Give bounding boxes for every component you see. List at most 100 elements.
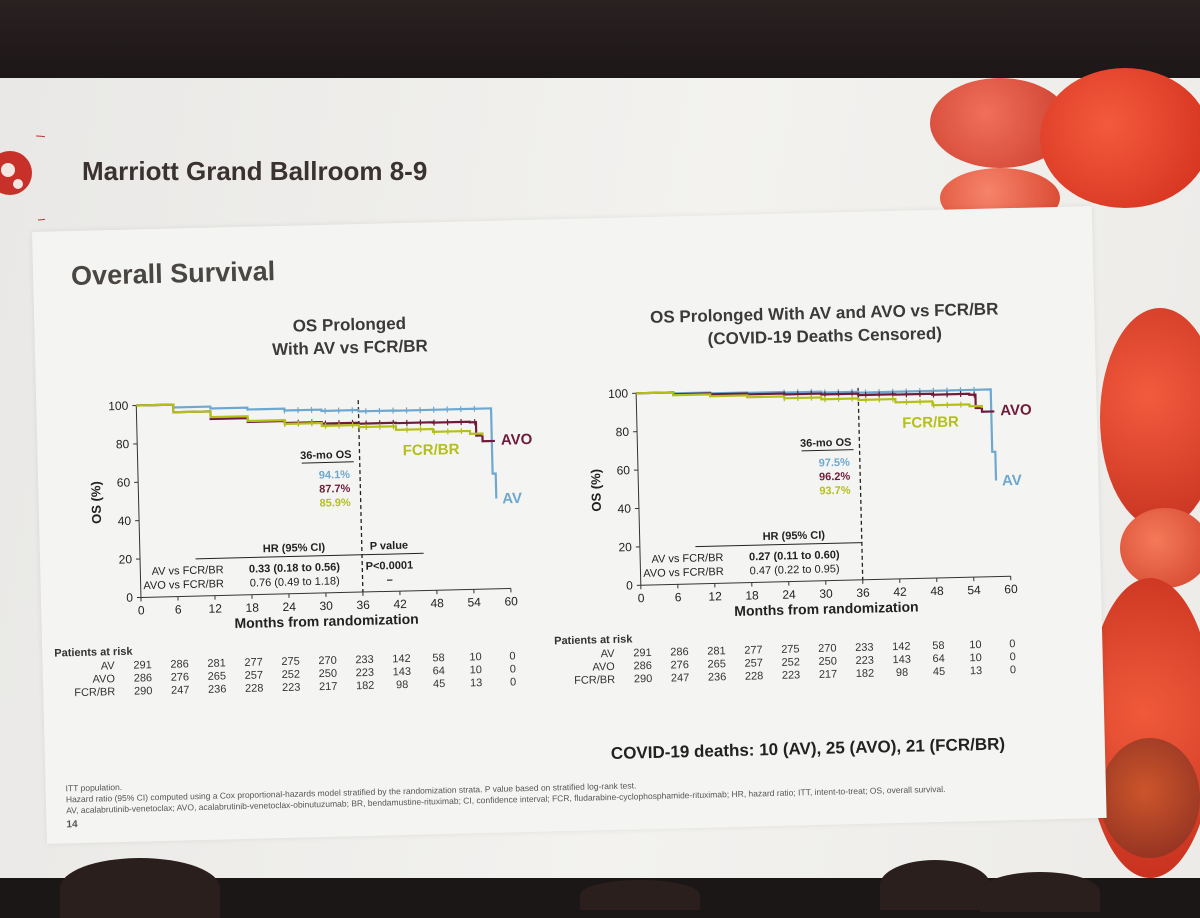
y-tick-label: 80 <box>116 437 130 451</box>
annotation-underline <box>802 450 854 451</box>
at-risk-cell: 10 <box>961 652 991 665</box>
at-risk-cell: 45 <box>424 678 454 691</box>
room-title: Marriott Grand Ballroom 8-9 <box>82 156 427 187</box>
y-tick-label: 40 <box>617 502 631 516</box>
at-risk-cell: 257 <box>239 669 269 682</box>
series-end-label: AV <box>502 490 522 507</box>
at-risk-cell: 252 <box>276 668 306 681</box>
at-risk-cell: 236 <box>202 683 232 696</box>
series-end-label: FCR/BR <box>403 441 460 459</box>
at-risk-cell: 286 <box>164 658 194 671</box>
audience-head <box>980 872 1100 912</box>
at-risk-cell: 250 <box>313 668 343 681</box>
y-tick-label: 20 <box>118 552 132 566</box>
annotation-title: 36-mo OS <box>800 437 852 450</box>
decor-cell <box>1120 508 1200 588</box>
at-risk-cell: 223 <box>776 669 806 682</box>
at-risk-cell: 277 <box>238 656 268 669</box>
page-number: 14 <box>66 819 77 830</box>
at-risk-cell: 0 <box>498 663 528 676</box>
annotation-value: 85.9% <box>319 497 351 510</box>
annotation-value: 96.2% <box>819 471 851 484</box>
hr-table-rule <box>196 553 424 559</box>
at-risk-cell: 275 <box>775 643 805 656</box>
at-risk-cell: 286 <box>128 672 158 685</box>
y-axis <box>136 406 141 598</box>
x-tick-label: 18 <box>245 601 259 615</box>
at-risk-cell: 281 <box>201 657 231 670</box>
at-risk-row-label: AVO <box>55 673 115 686</box>
at-risk-cell: 265 <box>702 658 732 671</box>
chart-1-title-line-2: With AV vs FCR/BR <box>225 334 475 363</box>
x-axis-label: Months from randomization <box>734 598 919 618</box>
x-tick-label: 24 <box>782 587 796 601</box>
x-axis-label: Months from randomization <box>234 611 419 631</box>
at-risk-cell: 143 <box>387 666 417 679</box>
series-end-label: FCR/BR <box>902 413 959 431</box>
at-risk-cell: 275 <box>275 655 305 668</box>
at-risk-row-label: FCR/BR <box>55 686 115 699</box>
x-tick-label: 48 <box>930 584 944 598</box>
x-tick-label: 18 <box>745 588 759 602</box>
y-tick-label: 60 <box>117 475 131 489</box>
at-risk-cell: 143 <box>887 654 917 667</box>
hr-row-value: 0.76 (0.49 to 1.18) <box>250 575 340 589</box>
at-risk-cell: 98 <box>387 679 417 692</box>
y-tick-label: 40 <box>118 514 132 528</box>
y-axis-label: OS (%) <box>88 481 104 524</box>
at-risk-cell: 228 <box>239 682 269 695</box>
x-tick-label: 0 <box>138 603 145 617</box>
y-tick-label: 80 <box>616 425 630 439</box>
series-line-fcr-br <box>636 385 982 416</box>
annotation-title: 36-mo OS <box>300 449 352 462</box>
at-risk-cell: 217 <box>813 668 843 681</box>
at-risk-cell: 236 <box>702 671 732 684</box>
at-risk-cell: 10 <box>460 651 490 664</box>
audience-head <box>60 858 220 918</box>
x-tick-label: 48 <box>430 596 444 610</box>
x-tick-label: 60 <box>504 594 518 608</box>
covid-deaths-note: COVID-19 deaths: 10 (AV), 25 (AVO), 21 (… <box>611 734 1006 764</box>
chart-2-title: OS Prolonged With AV and AVO vs FCR/BR (… <box>614 298 1035 354</box>
decor-cell <box>1100 308 1200 528</box>
series-end-label: AV <box>1002 472 1022 489</box>
at-risk-cell: 265 <box>202 670 232 683</box>
at-risk-row-label: AV <box>554 648 614 661</box>
at-risk-cell: 142 <box>886 641 916 654</box>
at-risk-cell: 277 <box>738 644 768 657</box>
slide: Overall Survival OS Prolonged With AV vs… <box>32 206 1107 844</box>
at-risk-cell: 13 <box>461 677 491 690</box>
at-risk-cell: 142 <box>386 653 416 666</box>
hr-row-label: AV vs FCR/BR <box>651 552 723 566</box>
hr-table-rule <box>695 543 861 547</box>
y-axis <box>636 393 641 585</box>
at-risk-cell: 291 <box>627 647 657 660</box>
at-risk-cell: 257 <box>739 657 769 670</box>
at-risk-cell: 290 <box>128 685 158 698</box>
at-risk-cell: 182 <box>850 667 880 680</box>
at-risk-cell: 58 <box>923 640 953 653</box>
annotation-value: 87.7% <box>319 483 351 496</box>
at-risk-cell: 290 <box>628 673 658 686</box>
y-axis-label: OS (%) <box>588 469 604 512</box>
at-risk-cell: 291 <box>127 659 157 672</box>
audience-head <box>880 860 990 910</box>
x-tick-label: 24 <box>282 600 296 614</box>
at-risk-cell: 45 <box>924 666 954 679</box>
at-risk-cell: 223 <box>350 667 380 680</box>
at-risk-cell: 64 <box>424 665 454 678</box>
hr-row-p: P<0.0001 <box>366 560 414 573</box>
reference-line-36mo <box>358 400 363 592</box>
hr-row-value: 0.33 (0.18 to 0.56) <box>249 561 341 575</box>
x-tick-label: 12 <box>208 601 222 615</box>
at-risk-cell: 286 <box>628 660 658 673</box>
at-risk-cell: 58 <box>423 652 453 665</box>
footnotes: ITT population. Hazard ratio (95% CI) co… <box>65 759 1046 816</box>
annotation-value: 93.7% <box>819 485 851 498</box>
at-risk-cell: 228 <box>739 670 769 683</box>
x-tick-label: 0 <box>638 591 645 605</box>
annotation-value: 94.1% <box>319 469 351 482</box>
